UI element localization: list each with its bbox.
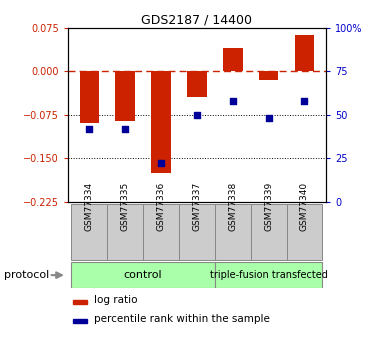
Bar xyxy=(143,204,179,260)
Text: triple-fusion transfected: triple-fusion transfected xyxy=(210,270,327,280)
Point xyxy=(301,98,308,104)
Bar xyxy=(251,204,286,260)
Bar xyxy=(151,71,171,173)
Text: log ratio: log ratio xyxy=(94,295,137,305)
Point xyxy=(230,98,236,104)
Bar xyxy=(115,71,135,120)
Bar xyxy=(215,204,251,260)
Text: protocol: protocol xyxy=(4,270,49,280)
Text: GSM77338: GSM77338 xyxy=(228,181,237,231)
Bar xyxy=(179,204,215,260)
Bar xyxy=(107,204,143,260)
Title: GDS2187 / 14400: GDS2187 / 14400 xyxy=(141,13,253,27)
Bar xyxy=(294,35,314,71)
Text: GSM77339: GSM77339 xyxy=(264,181,273,231)
Bar xyxy=(223,48,242,71)
Text: control: control xyxy=(124,270,163,280)
Point xyxy=(158,161,164,166)
Text: GSM77336: GSM77336 xyxy=(157,181,166,231)
Bar xyxy=(73,318,87,323)
Bar xyxy=(71,262,215,288)
Bar xyxy=(286,204,322,260)
Bar xyxy=(187,71,207,97)
Point xyxy=(86,126,92,131)
Text: GSM77340: GSM77340 xyxy=(300,182,309,231)
Text: GSM77334: GSM77334 xyxy=(85,182,94,231)
Bar xyxy=(73,299,87,304)
Text: GSM77335: GSM77335 xyxy=(121,181,130,231)
Text: percentile rank within the sample: percentile rank within the sample xyxy=(94,314,270,324)
Point xyxy=(265,116,272,121)
Bar xyxy=(80,71,99,124)
Bar xyxy=(71,204,107,260)
Point xyxy=(194,112,200,117)
Point xyxy=(122,126,128,131)
Text: GSM77337: GSM77337 xyxy=(192,181,201,231)
Bar xyxy=(215,262,322,288)
Bar xyxy=(259,71,279,80)
